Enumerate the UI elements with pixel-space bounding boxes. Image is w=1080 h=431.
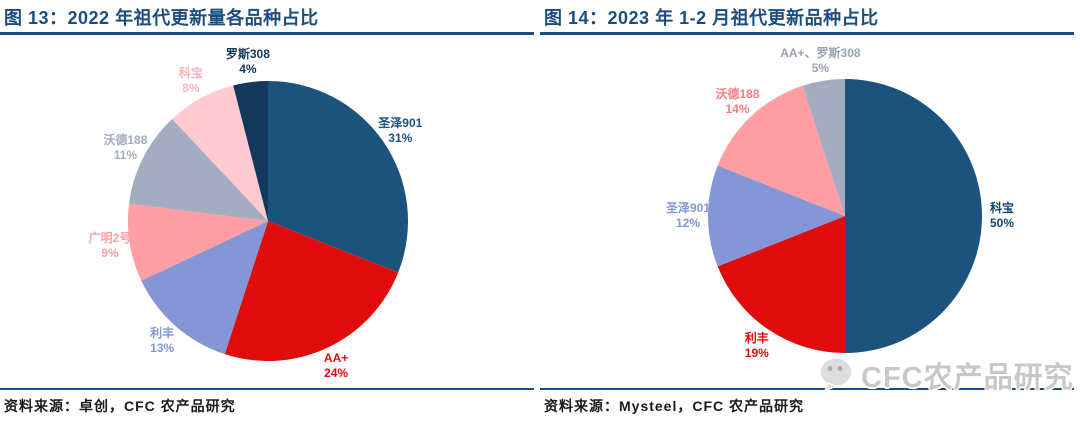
watermark: CFC农产品研究	[816, 354, 1074, 396]
figure-13-bottom-rule	[0, 388, 534, 390]
pie-slice-2	[141, 221, 268, 355]
pie-slice-label-1: 利丰 19%	[744, 330, 769, 360]
pie-slice-3	[717, 85, 845, 217]
pie-slice-label-4: 沃德188 11%	[103, 133, 148, 163]
pie-slice-label-3: 广明2号 9%	[88, 231, 132, 260]
pie-chart-2022: 圣泽901 31% AA+ 24% 利丰 13% 广明2号 9% 沃德188 11% 科宝 8% 罗斯3…	[0, 36, 540, 386]
pie-0	[128, 81, 408, 361]
pie-slice-label-0: 科宝 50%	[989, 201, 1015, 230]
figure-13-title: 图 13：2022 年祖代更新量各品种占比	[4, 8, 319, 28]
pie-slice-5	[172, 85, 268, 222]
pie-slice-3	[128, 203, 268, 281]
wechat-icon	[818, 356, 854, 393]
pie-slice-label-0: 圣泽901 31%	[378, 116, 423, 146]
figure-14-source: 资料来源：Mysteel，CFC 农产品研究	[544, 398, 805, 414]
pie-slice-label-3: 沃德188 14%	[715, 86, 760, 116]
pie-slice-4	[802, 79, 845, 216]
figure-13-source: 资料来源：卓创，CFC 农产品研究	[4, 398, 236, 414]
pie-slice-label-2: 利丰 13%	[150, 326, 175, 355]
pie-chart-2023: 科宝 50% 利丰 19% 圣泽901 12% 沃德188 14% AA+、罗斯308 5%	[540, 36, 1080, 386]
figure-14-bottom-rule	[540, 388, 1074, 390]
pie-slice-0	[268, 81, 408, 273]
pie-1	[708, 79, 982, 353]
pie-slice-label-5: 科宝 8%	[178, 65, 203, 95]
pie-slice-label-1: AA+ 24%	[323, 350, 349, 380]
figure-14-title-rule	[540, 32, 1074, 35]
pie-slice-label-4: AA+、罗斯308 5%	[780, 45, 861, 75]
pie-slice-0	[845, 79, 982, 353]
pie-slice-label-2: 圣泽901 12%	[665, 201, 711, 230]
figure-13-title-rule	[0, 32, 534, 35]
figure-13-column: 图 13：2022 年祖代更新量各品种占比 圣泽901 31% AA+ 24% 利丰 13…	[0, 8, 540, 414]
figure-14-column: 图 14：2023 年 1-2 月祖代更新品种占比 科宝 50% 利丰 19% 圣泽90…	[540, 0, 1080, 431]
pie-slice-6	[233, 81, 268, 221]
pie-slice-4	[129, 118, 268, 221]
pie-slice-label-6: 罗斯308 4%	[225, 47, 270, 77]
figure-14-title: 图 14：2023 年 1-2 月祖代更新品种占比	[544, 8, 879, 28]
watermark-text: CFC农产品研究	[861, 362, 1074, 394]
pie-slice-1	[717, 216, 845, 353]
pie-slice-2	[708, 165, 845, 267]
pie-slice-1	[224, 221, 399, 361]
